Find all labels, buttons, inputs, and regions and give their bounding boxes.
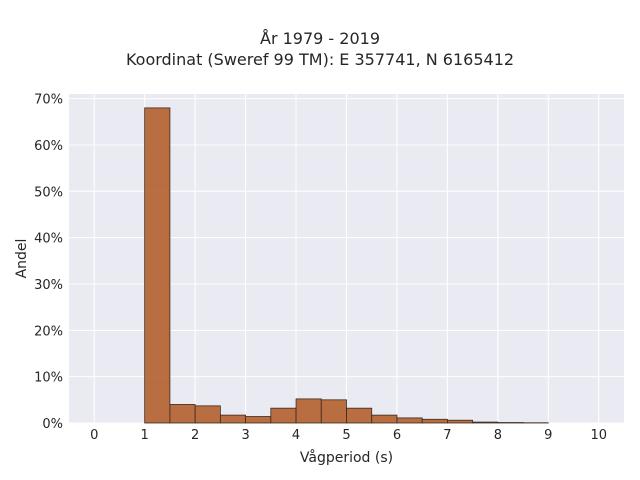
histogram-bar: [346, 407, 373, 424]
x-axis-label: Vågperiod (s): [300, 449, 393, 466]
x-tick-label: 1: [141, 428, 149, 443]
x-tick-label: 7: [443, 428, 451, 443]
x-tick-label: 6: [393, 428, 401, 443]
histogram-bar: [144, 107, 171, 424]
x-tick-label: 4: [292, 428, 300, 443]
x-tick-label: 9: [544, 428, 552, 443]
histogram-bar: [169, 404, 196, 424]
chart-title: År 1979 - 2019: [260, 29, 380, 48]
y-tick-label: 30%: [34, 278, 63, 293]
y-tick-label: 10%: [34, 371, 63, 386]
x-tick-label: 0: [90, 428, 98, 443]
histogram-bar: [396, 417, 423, 424]
x-tick-label: 10: [590, 428, 607, 443]
histogram-bar: [219, 414, 246, 424]
histogram-bar: [421, 418, 448, 424]
histogram-bar: [270, 407, 297, 424]
bars: [144, 107, 549, 424]
x-tick-label: 5: [342, 428, 350, 443]
x-tick-label: 8: [494, 428, 502, 443]
histogram-bar: [295, 398, 322, 424]
histogram-bar: [447, 419, 474, 424]
chart-subtitle: Koordinat (Sweref 99 TM): E 357741, N 61…: [125, 50, 515, 69]
x-axis-ticks: 0 1 2 3 4 5 6 7 8 9 10: [90, 428, 607, 443]
y-tick-label: 20%: [34, 324, 63, 339]
histogram-bar: [245, 416, 272, 424]
y-tick-label: 70%: [34, 93, 63, 108]
histogram-bar: [194, 405, 221, 424]
y-axis-label: Andel: [14, 239, 30, 279]
y-axis-ticks: 0% 10% 20% 30% 40% 50% 60% 70%: [34, 93, 63, 432]
histogram-bar: [371, 414, 398, 424]
x-tick-label: 2: [191, 428, 199, 443]
y-tick-label: 60%: [34, 139, 63, 154]
y-tick-label: 0%: [42, 417, 63, 432]
y-tick-label: 40%: [34, 232, 63, 247]
histogram-bar: [472, 421, 499, 424]
x-tick-label: 3: [241, 428, 249, 443]
histogram-bar: [320, 399, 347, 424]
y-tick-label: 50%: [34, 185, 63, 200]
